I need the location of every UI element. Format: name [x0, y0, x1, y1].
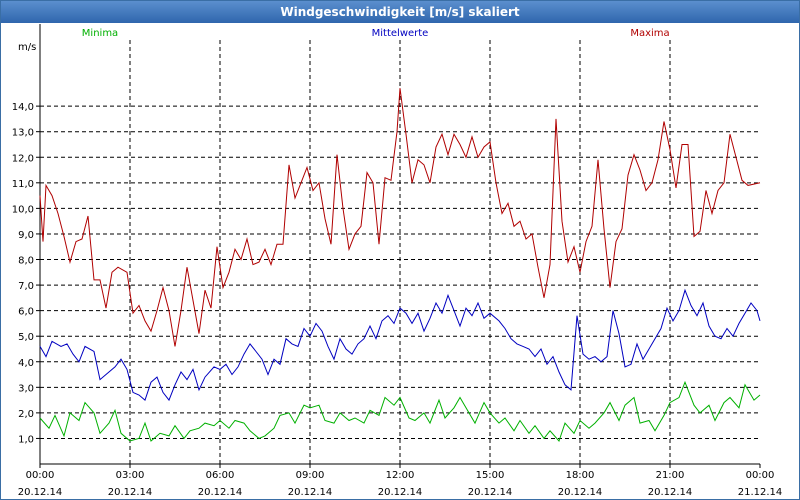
x-tick-time: 21:00 [656, 470, 685, 481]
x-tick-date: 20.12.14 [558, 487, 603, 498]
y-tick-label: 6,0 [18, 307, 34, 318]
x-tick-time: 00:00 [746, 470, 775, 481]
x-tick-date: 20.12.14 [288, 487, 333, 498]
x-tick-time: 15:00 [476, 470, 505, 481]
y-axis-labels: 1,0 2,0 3,0 4,0 5,0 6,0 7,0 8,0 9,0 10,0 11,0 12,0 1… [12, 102, 34, 445]
x-tick-date: 20.12.14 [108, 487, 153, 498]
x-tick-date: 21.12.14 [738, 487, 783, 498]
legend-item-maxima: Maxima [630, 28, 669, 39]
y-tick-label: 5,0 [18, 332, 34, 343]
y-tick-label: 12,0 [12, 153, 34, 164]
legend-item-minima: Minima [82, 28, 118, 39]
y-tick-label: 14,0 [12, 102, 34, 113]
x-tick-time: 09:00 [296, 470, 325, 481]
x-tick-date: 20.12.14 [198, 487, 243, 498]
series-line-mittelwerte [39, 288, 761, 402]
series-line-maxima [39, 88, 761, 347]
x-tick-time: 00:00 [26, 470, 55, 481]
legend-item-mittelwerte: Mittelwerte [372, 28, 429, 39]
x-tick-date: 20.12.14 [648, 487, 693, 498]
y-tick-label: 8,0 [18, 256, 34, 267]
chart-axes [36, 24, 761, 468]
window-title: Windgeschwindigkeit [m/s] skaliert [1, 1, 799, 23]
y-tick-label: 9,0 [18, 230, 34, 241]
y-tick-label: 13,0 [12, 128, 34, 139]
chart-legend: Minima Mittelwerte Maxima [82, 28, 670, 39]
y-tick-label: 1,0 [18, 434, 34, 445]
x-tick-date: 20.12.14 [378, 487, 423, 498]
y-tick-label: 10,0 [12, 204, 34, 215]
x-axis-labels: 00:00 20.12.14 03:00 20.12.14 06:00 20.12.14 0… [18, 470, 783, 498]
y-tick-label: 2,0 [18, 409, 34, 420]
x-tick-date: 20.12.14 [18, 487, 63, 498]
x-tick-time: 18:00 [566, 470, 595, 481]
x-tick-time: 06:00 [206, 470, 235, 481]
series-line-minima [39, 380, 761, 442]
x-tick-time: 03:00 [116, 470, 145, 481]
x-tick-date: 20.12.14 [468, 487, 513, 498]
x-tick-time: 12:00 [386, 470, 415, 481]
y-tick-label: 7,0 [18, 281, 34, 292]
y-tick-label: 4,0 [18, 358, 34, 369]
y-tick-label: 11,0 [12, 179, 34, 190]
y-axis-unit: m/s [18, 42, 36, 53]
y-tick-label: 3,0 [18, 383, 34, 394]
series-lines [39, 88, 761, 442]
chart-grid [40, 40, 760, 464]
